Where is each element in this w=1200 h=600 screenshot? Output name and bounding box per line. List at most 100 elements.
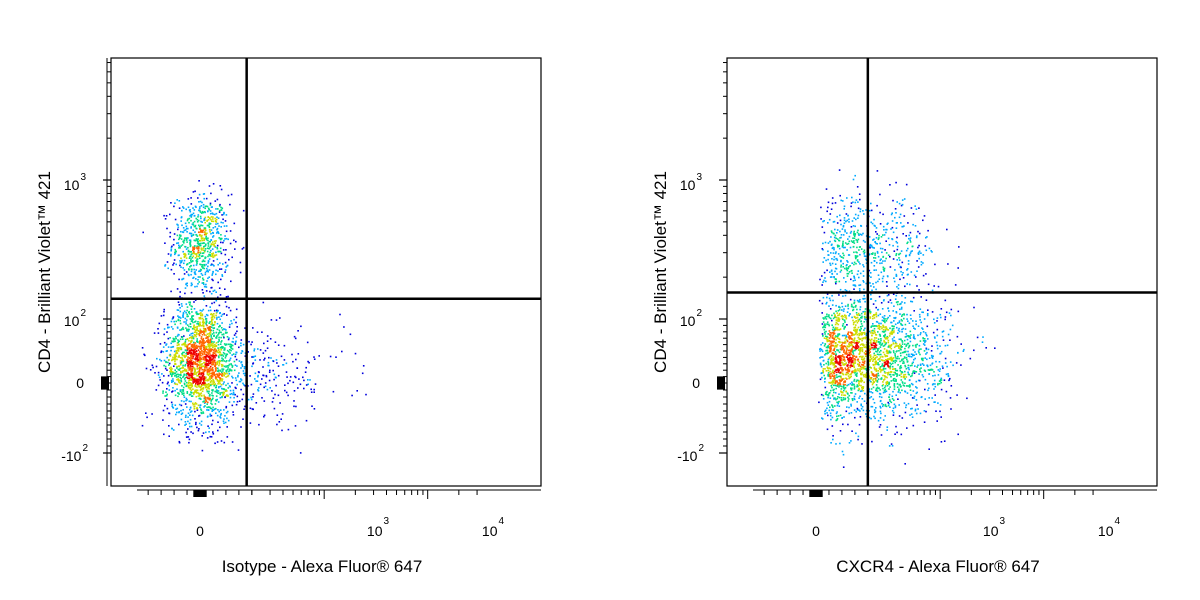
event-dot (268, 364, 270, 367)
y-tick-3: 103 (64, 172, 87, 193)
event-dot (831, 425, 834, 427)
event-dot (170, 253, 172, 256)
event-dot (181, 412, 184, 414)
event-dot (905, 385, 908, 387)
event-dot (197, 323, 199, 325)
event-dot (239, 380, 242, 383)
event-dot (285, 362, 288, 365)
event-dot (873, 224, 876, 227)
event-dot (863, 213, 865, 215)
event-dot (217, 383, 219, 385)
event-dot (177, 228, 179, 231)
event-dot (911, 374, 913, 377)
event-dot (882, 256, 884, 258)
event-dot (862, 270, 865, 272)
event-dot (229, 396, 232, 399)
event-dot (349, 333, 352, 336)
event-dot (902, 360, 905, 363)
event-dot (205, 205, 208, 207)
event-dot (218, 211, 221, 213)
event-dot (209, 306, 211, 308)
event-dot (203, 295, 206, 297)
event-dot (882, 225, 885, 228)
event-dot (184, 229, 187, 231)
event-dot (178, 393, 180, 395)
event-dot (177, 315, 179, 317)
event-dot (837, 310, 840, 312)
event-dot (217, 351, 220, 354)
event-dot (251, 341, 253, 343)
event-dot (240, 344, 242, 347)
event-dot (199, 352, 202, 354)
event-dot (189, 243, 191, 246)
event-dot (209, 415, 212, 417)
event-dot (876, 381, 879, 383)
event-dot (219, 392, 221, 394)
event-dot (854, 213, 857, 216)
event-dot (216, 318, 218, 320)
event-dot (181, 389, 183, 391)
event-dot (210, 359, 212, 362)
event-dot (911, 397, 914, 399)
event-dot (849, 344, 852, 347)
event-dot (833, 247, 835, 249)
event-dot (194, 253, 197, 255)
event-dot (217, 409, 219, 411)
event-dot (231, 441, 234, 443)
event-dot (179, 247, 181, 249)
event-dot (850, 305, 853, 308)
event-dot (830, 332, 833, 334)
event-dot (189, 418, 192, 421)
event-dot (211, 348, 214, 351)
event-dot (865, 209, 867, 211)
event-dot (859, 198, 861, 201)
event-dot (192, 350, 195, 353)
event-dot (276, 362, 278, 364)
event-dot (184, 252, 186, 255)
event-dot (178, 354, 180, 357)
event-dot (263, 414, 266, 417)
event-dot (171, 381, 173, 383)
event-dot (827, 363, 830, 365)
event-dot (211, 302, 213, 305)
event-dot (876, 243, 878, 245)
event-dot (202, 401, 204, 403)
event-dot (228, 363, 231, 366)
event-dot (819, 378, 822, 381)
event-dot (842, 318, 844, 321)
event-dot (179, 260, 181, 262)
event-dot (874, 363, 876, 366)
event-dot (874, 300, 877, 302)
event-dot (856, 255, 859, 257)
event-dot (840, 388, 843, 390)
event-dot (198, 385, 200, 388)
event-dot (199, 332, 201, 335)
event-dot (839, 255, 841, 257)
event-dot (868, 397, 871, 399)
event-dot (218, 205, 221, 207)
event-dot (203, 283, 205, 286)
event-dot (180, 377, 182, 380)
event-dot (836, 343, 839, 346)
event-dot (196, 426, 198, 429)
event-dot (203, 378, 205, 380)
event-dot (262, 366, 264, 368)
event-dot (183, 259, 186, 262)
event-dot (185, 431, 187, 434)
event-dot (879, 247, 882, 250)
event-dot (193, 335, 195, 338)
event-dot (859, 272, 862, 275)
event-dot (828, 356, 831, 359)
event-dot (864, 327, 866, 330)
event-dot (305, 419, 308, 422)
event-dot (849, 350, 852, 353)
event-dot (213, 243, 215, 245)
event-dot (181, 385, 183, 387)
event-dot (167, 346, 170, 348)
event-dot (836, 222, 839, 224)
event-dot (142, 231, 144, 234)
event-dot (186, 219, 189, 222)
event-dot (208, 322, 210, 324)
event-dot (218, 225, 220, 227)
